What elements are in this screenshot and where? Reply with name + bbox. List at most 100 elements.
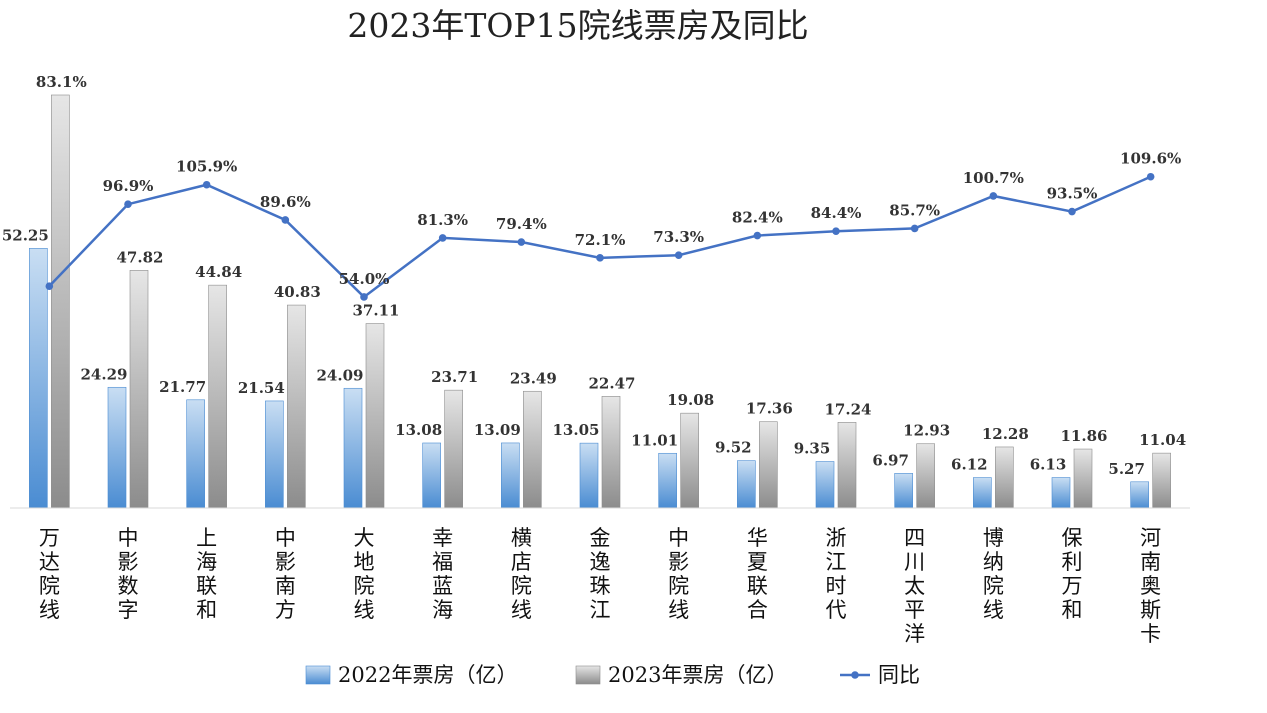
yoy-point bbox=[45, 282, 54, 290]
bar-2022 bbox=[265, 400, 284, 509]
yoy-label: 82.4% bbox=[732, 209, 783, 227]
bar-2022 bbox=[579, 442, 599, 509]
yoy-point bbox=[596, 254, 604, 262]
bar-2022 bbox=[422, 442, 441, 509]
yoy-point bbox=[517, 238, 526, 246]
bar-2023 bbox=[208, 284, 227, 509]
yoy-point bbox=[202, 180, 211, 189]
value-label-2022: 5.27 bbox=[1108, 460, 1145, 478]
value-label-2023: 44.84 bbox=[195, 263, 242, 281]
value-label-2023: 23.49 bbox=[510, 369, 557, 387]
chart-title: 2023年TOP15院线票房及同比 bbox=[347, 6, 808, 45]
legend-label-2022: 2022年票房（亿） bbox=[338, 663, 517, 687]
legend-swatch-2022 bbox=[305, 665, 331, 685]
value-label-2022: 11.01 bbox=[631, 431, 678, 449]
yoy-label: 100.7% bbox=[963, 169, 1024, 187]
bar-2023 bbox=[916, 443, 935, 509]
value-label-2022: 6.13 bbox=[1030, 456, 1067, 474]
value-label-2022: 9.52 bbox=[715, 439, 752, 457]
bar-2022 bbox=[343, 387, 363, 509]
category-label: 中影南方 bbox=[275, 526, 296, 622]
bar-2022 bbox=[737, 460, 756, 509]
yoy-point bbox=[832, 227, 840, 236]
bar-2023 bbox=[444, 389, 463, 509]
value-label-2023: 83.1% bbox=[36, 73, 87, 91]
yoy-label: 79.4% bbox=[496, 215, 547, 233]
bar-2022 bbox=[973, 477, 992, 509]
category-label: 博纳院线 bbox=[983, 526, 1004, 622]
bar-2023 bbox=[680, 412, 699, 509]
value-label-2022: 6.12 bbox=[951, 456, 988, 474]
value-label-2023: 22.47 bbox=[589, 374, 636, 392]
bar-2022 bbox=[186, 399, 205, 509]
bar-2022 bbox=[501, 442, 520, 509]
bar-2023 bbox=[1073, 448, 1093, 509]
category-labels: 万达院线 中影数字 上海联和 中影南方 大地院线 幸福蓝海 横店院线 金逸珠江 中影院线 华夏联合… bbox=[39, 526, 1161, 646]
yoy-point bbox=[1146, 172, 1155, 181]
bar-2022 bbox=[107, 386, 127, 509]
bar-2023 bbox=[51, 94, 70, 509]
value-label-2022: 13.08 bbox=[395, 421, 442, 439]
legend-label-yoy: 同比 bbox=[878, 663, 920, 687]
yoy-label: 109.6% bbox=[1120, 150, 1181, 168]
category-label: 浙江时代 bbox=[826, 526, 847, 622]
bar-2022 bbox=[29, 248, 48, 509]
value-label-2023: 23.71 bbox=[431, 368, 478, 386]
yoy-point bbox=[674, 251, 683, 260]
bar-2023 bbox=[365, 323, 385, 509]
bar-2023 bbox=[523, 390, 542, 509]
value-label-2023: 11.04 bbox=[1139, 431, 1186, 449]
legend-marker-yoy bbox=[851, 671, 859, 679]
value-label-2023: 11.86 bbox=[1061, 427, 1108, 445]
yoy-label: 93.5% bbox=[1047, 185, 1098, 203]
yoy-point bbox=[989, 192, 998, 200]
yoy-label: 96.9% bbox=[103, 177, 154, 195]
yoy-point bbox=[910, 224, 919, 233]
yoy-point bbox=[438, 234, 447, 242]
yoy-point bbox=[124, 200, 132, 209]
legend: 2022年票房（亿） 2023年票房（亿） 同比 bbox=[305, 663, 920, 687]
category-label: 幸福蓝海 bbox=[432, 526, 453, 622]
yoy-label: 85.7% bbox=[889, 201, 940, 219]
value-label-2022: 13.05 bbox=[553, 421, 600, 439]
category-label: 万达院线 bbox=[39, 526, 60, 622]
legend-label-2023: 2023年票房（亿） bbox=[608, 663, 787, 687]
bar-2023 bbox=[1152, 452, 1171, 509]
value-label-2022: 21.54 bbox=[238, 379, 285, 397]
yoy-label: 89.6% bbox=[260, 193, 311, 211]
bar-2022 bbox=[658, 452, 677, 509]
category-label: 大地院线 bbox=[354, 526, 375, 622]
value-label-2022: 52.25 bbox=[2, 226, 49, 244]
category-label: 上海联和 bbox=[196, 526, 217, 622]
yoy-point bbox=[1068, 207, 1076, 216]
value-label-2023: 12.93 bbox=[903, 422, 950, 440]
yoy-line-layer bbox=[45, 172, 1155, 301]
bar-2023 bbox=[759, 421, 778, 509]
value-label-2023: 17.36 bbox=[746, 400, 793, 418]
labels-layer: 52.25 83.1% 24.29 47.82 96.9% 21.77 44.84 105.9… bbox=[2, 73, 1186, 478]
bar-2023 bbox=[129, 270, 149, 509]
bar-2022 bbox=[815, 461, 835, 509]
category-label: 中影院线 bbox=[668, 526, 689, 622]
bar-2022 bbox=[1130, 481, 1149, 509]
bar-2022 bbox=[894, 473, 913, 509]
value-label-2023: 12.28 bbox=[982, 425, 1029, 443]
category-label: 华夏联合 bbox=[747, 526, 768, 622]
yoy-label: 105.9% bbox=[176, 158, 237, 176]
category-label: 保利万和 bbox=[1062, 526, 1083, 622]
yoy-label: 54.0% bbox=[339, 270, 390, 288]
value-label-2022: 24.09 bbox=[317, 366, 364, 384]
bar-2023 bbox=[837, 422, 857, 509]
value-label-2022: 6.97 bbox=[872, 451, 909, 469]
bar-2023 bbox=[995, 446, 1014, 509]
value-label-2022: 21.77 bbox=[159, 378, 206, 396]
value-label-2023: 37.11 bbox=[353, 302, 400, 320]
value-label-2023: 47.82 bbox=[117, 248, 164, 266]
category-label: 横店院线 bbox=[511, 526, 532, 622]
yoy-label: 81.3% bbox=[417, 211, 468, 229]
yoy-label: 72.1% bbox=[575, 231, 626, 249]
category-label: 河南奥斯卡 bbox=[1140, 526, 1161, 646]
value-label-2023: 19.08 bbox=[667, 391, 714, 409]
yoy-label: 73.3% bbox=[653, 228, 704, 246]
